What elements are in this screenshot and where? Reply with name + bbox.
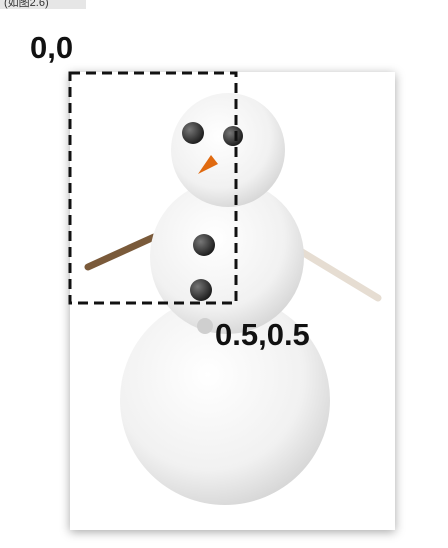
origin-label: 0,0 <box>30 30 73 65</box>
bottom-ball <box>120 295 330 505</box>
caption: (如图2.6) <box>4 0 49 9</box>
eye <box>182 122 204 144</box>
button <box>190 279 212 301</box>
button <box>193 234 215 256</box>
eye <box>223 126 243 146</box>
snowman <box>84 93 382 505</box>
left-arm <box>84 233 158 271</box>
right-arm <box>298 248 382 302</box>
uv-region <box>68 71 238 305</box>
nose <box>198 155 218 174</box>
head <box>171 93 285 207</box>
caption-box <box>0 0 86 9</box>
center-label: 0.5,0.5 <box>215 317 310 352</box>
middle-ball <box>150 180 304 334</box>
button <box>197 318 213 334</box>
